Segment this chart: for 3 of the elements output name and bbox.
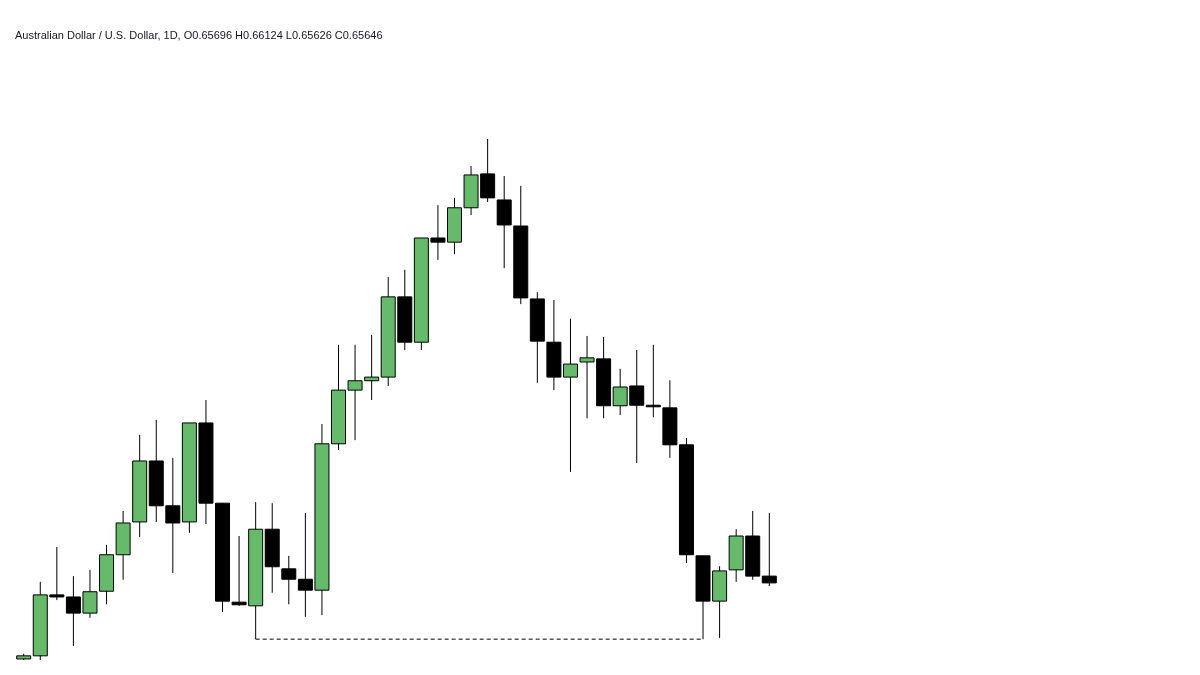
candlestick bbox=[761, 512, 777, 587]
candlestick bbox=[281, 555, 297, 605]
chart-title: Australian Dollar / U.S. Dollar, 1D, O0.65696 H0.66124 L0.65626 C0.65646 bbox=[15, 28, 383, 41]
